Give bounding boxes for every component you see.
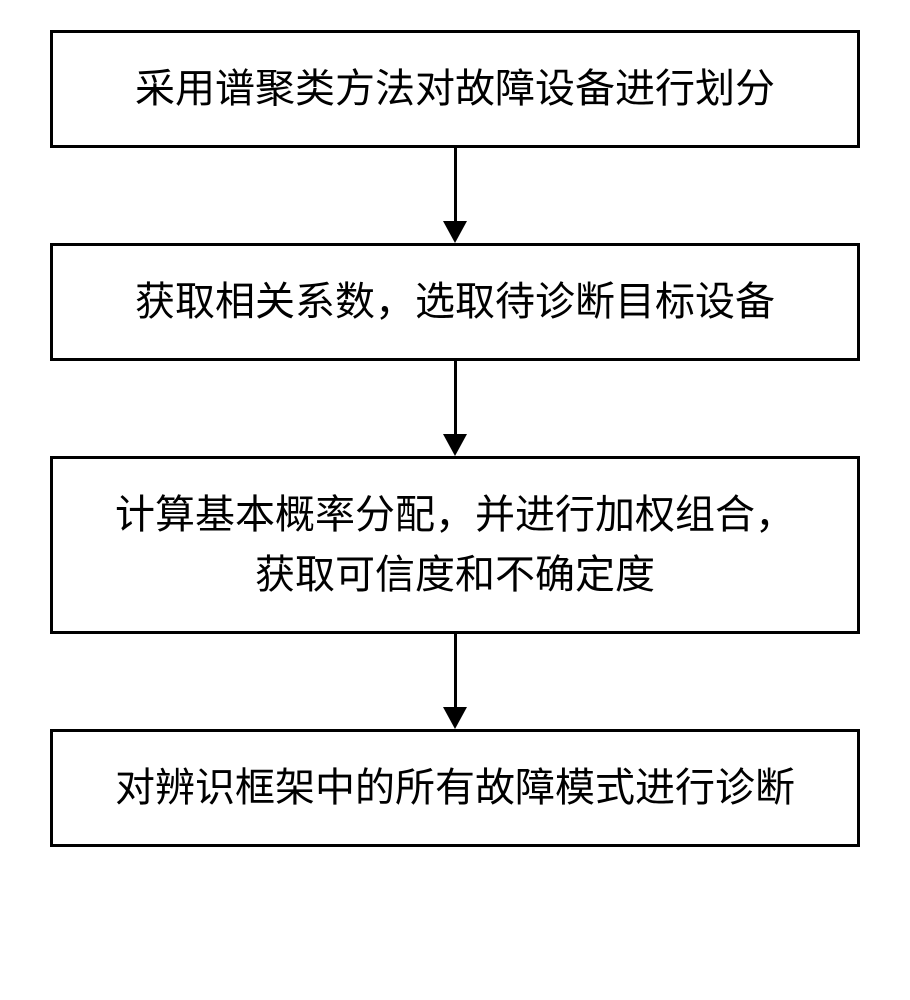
flowchart-step-2-text: 获取相关系数，选取待诊断目标设备	[135, 272, 775, 332]
arrow-line-icon	[454, 148, 457, 221]
flowchart-step-3-text: 计算基本概率分配，并进行加权组合，获取可信度和不确定度	[115, 485, 795, 605]
flowchart-container: 采用谱聚类方法对故障设备进行划分 获取相关系数，选取待诊断目标设备 计算基本概率…	[0, 30, 910, 847]
flowchart-step-2: 获取相关系数，选取待诊断目标设备	[50, 243, 860, 361]
flowchart-step-3: 计算基本概率分配，并进行加权组合，获取可信度和不确定度	[50, 456, 860, 634]
arrow-head-icon	[443, 221, 467, 243]
arrow-head-icon	[443, 434, 467, 456]
flowchart-step-1: 采用谱聚类方法对故障设备进行划分	[50, 30, 860, 148]
arrow-line-icon	[454, 634, 457, 707]
flowchart-arrow-3	[443, 634, 467, 729]
flowchart-arrow-1	[443, 148, 467, 243]
flowchart-step-4: 对辨识框架中的所有故障模式进行诊断	[50, 729, 860, 847]
arrow-line-icon	[454, 361, 457, 434]
flowchart-arrow-2	[443, 361, 467, 456]
arrow-head-icon	[443, 707, 467, 729]
flowchart-step-1-text: 采用谱聚类方法对故障设备进行划分	[135, 59, 775, 119]
flowchart-step-4-text: 对辨识框架中的所有故障模式进行诊断	[115, 758, 795, 818]
